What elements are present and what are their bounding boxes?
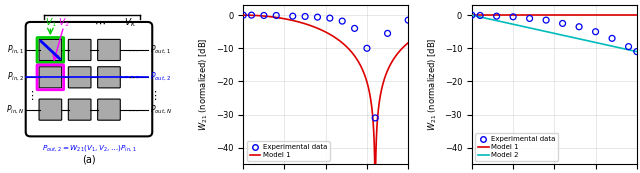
Point (271, 14, 282, 17)
Text: $V_K$: $V_K$ (124, 16, 137, 29)
Y-axis label: $W_{21}$ (normalized) [dB]: $W_{21}$ (normalized) [dB] (198, 38, 211, 131)
Point (403, 19, 413, 21)
Point (287, 15, 298, 17)
FancyBboxPatch shape (98, 67, 120, 88)
Point (300, 15, 310, 18)
Point (370, 117, 380, 119)
Point (632, 50, 640, 53)
Legend: Experimental data, Model 1: Experimental data, Model 1 (247, 141, 330, 161)
Text: $\cdots$: $\cdots$ (127, 72, 138, 82)
Point (312, 16, 323, 19)
Text: $P_{in,N}$: $P_{in,N}$ (6, 103, 24, 116)
Point (623, 45, 634, 48)
Point (383, 32, 393, 35)
Point (246, 14, 257, 17)
Point (349, 27, 360, 30)
Text: $P_{in,1}$: $P_{in,1}$ (6, 44, 24, 56)
Point (259, 14, 269, 17)
Point (541, 19, 551, 21)
Y-axis label: $W_{21}$ (normalized) [dB]: $W_{21}$ (normalized) [dB] (426, 38, 439, 131)
FancyBboxPatch shape (98, 39, 120, 61)
Legend: Experimental data, Model 1, Model 2: Experimental data, Model 1, Model 2 (476, 133, 559, 161)
FancyBboxPatch shape (68, 39, 91, 61)
Point (525, 17, 535, 20)
FancyBboxPatch shape (98, 99, 120, 120)
Point (238, 14, 248, 17)
Text: $\vdots$: $\vdots$ (149, 89, 157, 102)
FancyBboxPatch shape (68, 99, 91, 120)
FancyBboxPatch shape (26, 22, 152, 136)
FancyBboxPatch shape (39, 99, 61, 120)
Text: $P_{out,1}$: $P_{out,1}$ (150, 44, 172, 56)
Point (591, 30, 601, 33)
Point (324, 17, 335, 20)
Text: $\vdots$: $\vdots$ (26, 89, 35, 102)
Text: $P_{out,2} = W_{21}(V_1, V_2, \ldots)P_{in,1}$: $P_{out,2} = W_{21}(V_1, V_2, \ldots)P_{… (42, 143, 136, 153)
Point (574, 25, 584, 28)
Text: (a): (a) (82, 154, 96, 164)
FancyBboxPatch shape (68, 67, 91, 88)
Text: $\cdots$: $\cdots$ (127, 45, 138, 55)
Point (557, 22, 568, 25)
Text: $P_{out,2}$: $P_{out,2}$ (150, 71, 172, 83)
FancyBboxPatch shape (39, 39, 61, 61)
FancyBboxPatch shape (39, 67, 61, 88)
Point (607, 37, 617, 40)
Text: $P_{out,N}$: $P_{out,N}$ (150, 103, 172, 116)
Text: $P_{in,2}$: $P_{in,2}$ (6, 71, 24, 83)
Point (362, 47, 372, 50)
Point (337, 20, 348, 22)
Point (475, 14, 485, 17)
Point (492, 15, 502, 17)
Point (467, 14, 477, 17)
Text: $V_1$: $V_1$ (45, 16, 56, 29)
Point (508, 15, 518, 18)
Text: $\cdots$: $\cdots$ (93, 18, 106, 28)
Text: $\cdots$: $\cdots$ (127, 105, 138, 115)
Text: $V_2$: $V_2$ (58, 16, 70, 29)
